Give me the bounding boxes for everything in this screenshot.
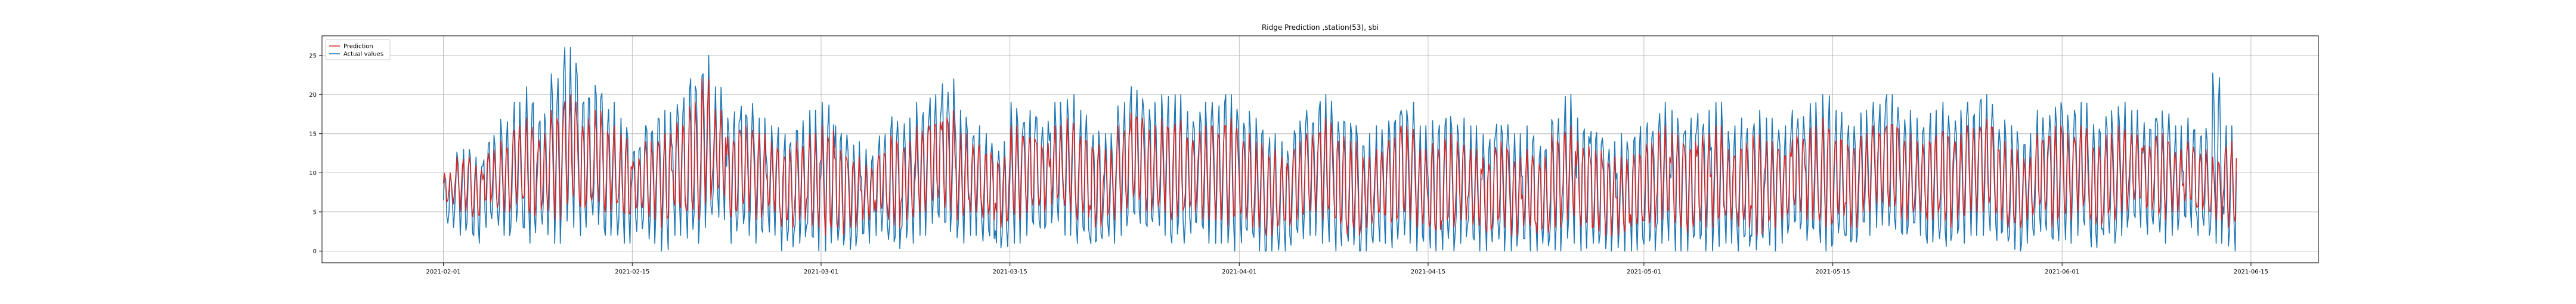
x-tick-label: 2021-06-01 xyxy=(2045,269,2079,275)
x-axis: 2021-02-01 2021-02-15 2021-03-01 2021-03-15… xyxy=(426,263,2268,275)
legend-box xyxy=(325,39,391,60)
prediction-line xyxy=(442,78,2237,236)
x-tick-label: 2021-05-15 xyxy=(1816,269,1850,275)
x-tick-label: 2021-02-15 xyxy=(615,269,649,275)
x-tick-label: 2021-03-01 xyxy=(804,269,838,275)
legend-label-prediction: Prediction xyxy=(343,44,373,50)
x-tick-label: 2021-04-01 xyxy=(1222,269,1256,275)
y-tick-label: 5 xyxy=(313,209,317,216)
y-tick-label: 15 xyxy=(309,131,317,137)
legend: Prediction Actual values xyxy=(325,39,391,60)
x-tick-label: 2021-05-01 xyxy=(1627,269,1661,275)
plot-frame xyxy=(321,35,2319,263)
x-tick-label: 2021-04-15 xyxy=(1411,269,1445,275)
y-axis: 0 5 10 15 20 25 xyxy=(309,53,322,255)
x-tick-label: 2021-02-01 xyxy=(426,269,461,275)
y-tick-label: 25 xyxy=(309,53,317,59)
legend-label-actual-values: Actual values xyxy=(343,51,383,58)
x-tick-label: 2021-03-15 xyxy=(993,269,1027,275)
y-tick-label: 10 xyxy=(309,170,317,177)
x-tick-label: 2021-06-15 xyxy=(2234,269,2268,275)
y-tick-label: 0 xyxy=(313,248,317,255)
series-group xyxy=(442,47,2237,252)
chart-title: Ridge Prediction ,station(53), sbi xyxy=(1262,23,1379,32)
y-tick-label: 20 xyxy=(309,92,317,99)
